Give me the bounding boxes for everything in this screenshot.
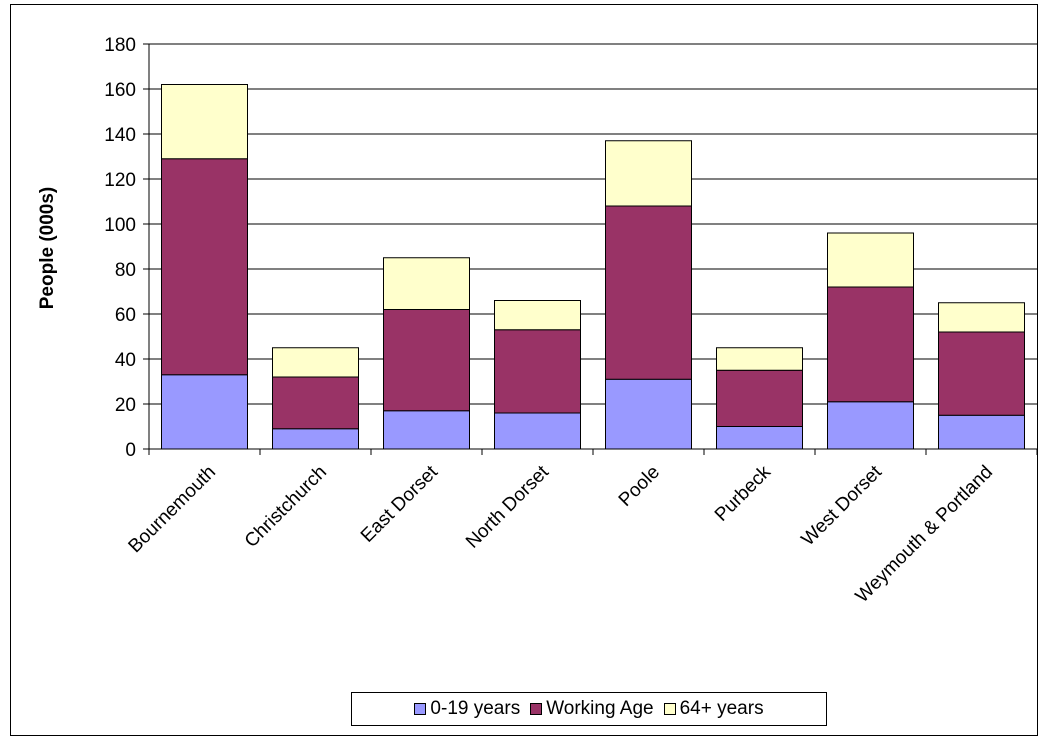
x-category-label: North Dorset	[462, 461, 554, 553]
legend-label: 0-19 years	[430, 698, 521, 719]
legend-swatch	[414, 703, 427, 715]
bar-64-years-east-dorset	[383, 257, 470, 310]
y-tick-labels: 0 20 40 60 80 100 120 140 160 180	[104, 35, 136, 461]
bar-working-age-bournemouth	[161, 158, 248, 376]
y-tick-label: 40	[115, 350, 136, 371]
bar-working-age-weymouth-portland	[938, 331, 1025, 416]
legend-item: 0-19 years	[414, 698, 520, 720]
legend-item: Working Age	[530, 698, 654, 720]
category-labels: Bournemouth Christchurch East Dorset North …	[125, 461, 998, 607]
legend-swatch	[663, 703, 676, 715]
bar-0-19-years-north-dorset	[494, 412, 581, 450]
bar-0-19-years-poole	[605, 378, 692, 450]
y-tick-label: 0	[125, 440, 136, 461]
x-category-label: East Dorset	[357, 461, 443, 547]
bar-0-19-years-bournemouth	[161, 374, 248, 450]
legend-swatch	[530, 703, 543, 715]
y-tick-label: 80	[115, 260, 136, 281]
bar-64-years-west-dorset	[827, 232, 914, 288]
y-tick-label: 120	[104, 170, 136, 191]
x-category-label: Christchurch	[241, 462, 331, 552]
y-tick-label: 60	[115, 305, 136, 326]
bar-64-years-weymouth-portland	[938, 302, 1025, 333]
y-tick-label: 20	[115, 395, 136, 416]
y-tick-label: 180	[104, 35, 136, 56]
bar-64-years-poole	[605, 140, 692, 207]
bar-64-years-purbeck	[716, 347, 803, 371]
bar-64-years-bournemouth	[161, 84, 248, 160]
x-category-label: Bournemouth	[125, 462, 221, 558]
bar-working-age-christchurch	[272, 376, 359, 430]
y-tick-label: 140	[104, 125, 136, 146]
bar-working-age-east-dorset	[383, 309, 470, 412]
bars	[161, 84, 1025, 450]
bar-0-19-years-christchurch	[272, 428, 359, 450]
bar-working-age-purbeck	[716, 369, 803, 427]
bar-working-age-north-dorset	[494, 329, 581, 414]
bar-working-age-poole	[605, 205, 692, 380]
legend-label: 64+ years	[679, 698, 764, 719]
legend: 0-19 years Working Age 64+ years	[351, 692, 827, 726]
x-category-label: West Dorset	[798, 461, 887, 550]
x-category-label: Poole	[615, 462, 664, 511]
bar-0-19-years-west-dorset	[827, 401, 914, 450]
axes	[143, 43, 1038, 455]
y-axis-label: People (000s)	[37, 187, 58, 310]
y-tick-label: 160	[104, 80, 136, 101]
bar-working-age-west-dorset	[827, 286, 914, 403]
bar-0-19-years-weymouth-portland	[938, 414, 1025, 450]
y-tick-label: 100	[104, 215, 136, 236]
bar-0-19-years-purbeck	[716, 426, 803, 450]
legend-item: 64+ years	[663, 698, 764, 720]
bar-64-years-north-dorset	[494, 300, 581, 331]
bar-0-19-years-east-dorset	[383, 410, 470, 450]
legend-label: Working Age	[546, 698, 654, 719]
bar-64-years-christchurch	[272, 347, 359, 378]
x-category-label: Purbeck	[711, 461, 775, 525]
